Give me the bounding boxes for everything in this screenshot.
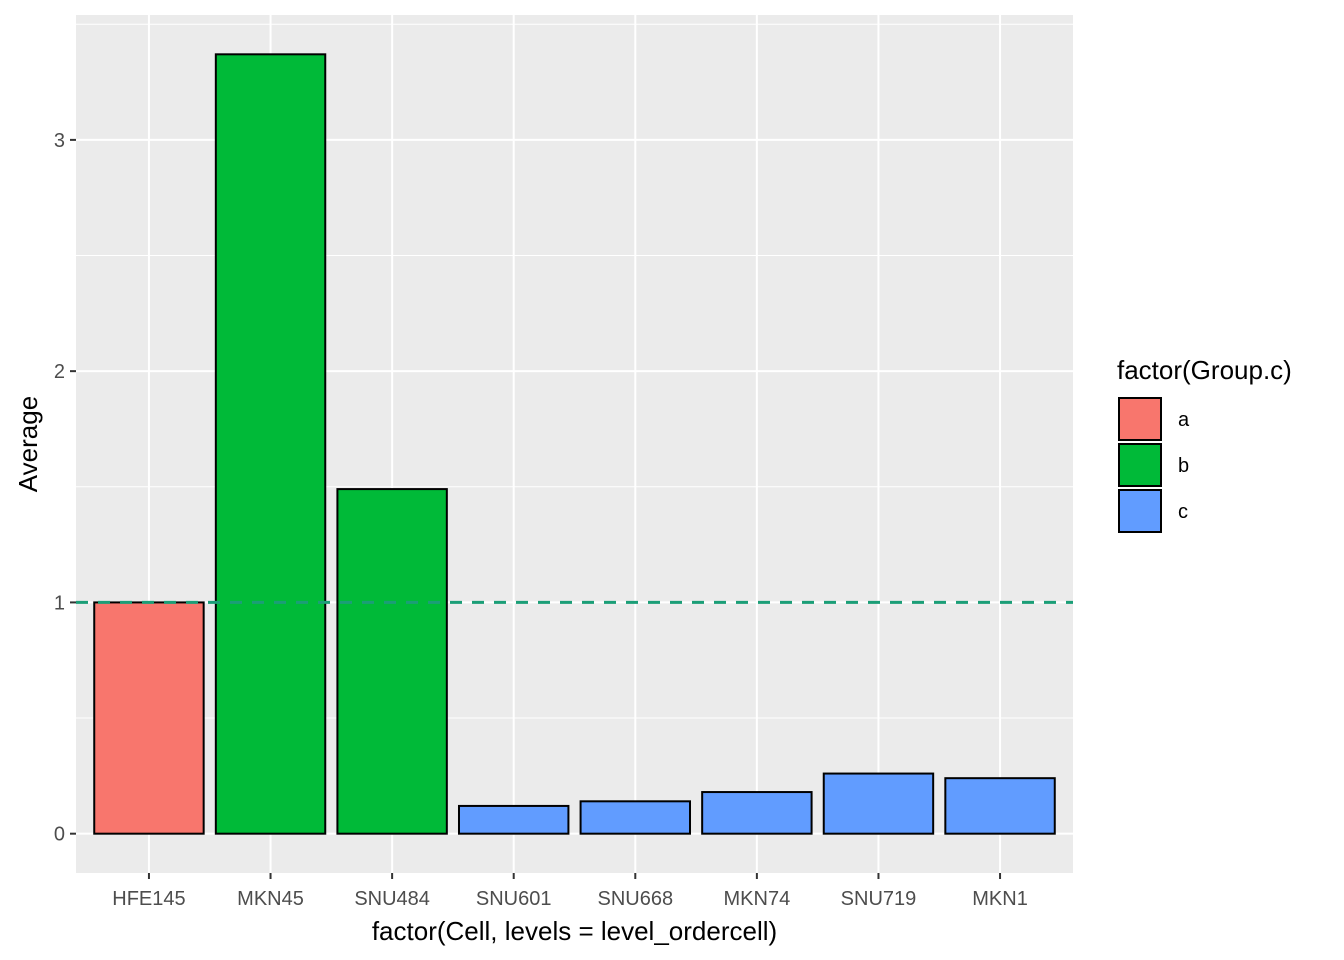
bar-snu601 — [457, 804, 570, 835]
bar-snu719 — [822, 772, 935, 835]
x-tick-label: MKN1 — [972, 888, 1028, 910]
y-tick-label: 0 — [54, 824, 65, 846]
legend: factor(Group.c) a b c — [1117, 355, 1292, 533]
bar-mkn1 — [944, 777, 1056, 835]
legend-label-a: a — [1178, 409, 1190, 431]
y-axis-title: Average — [13, 396, 43, 492]
x-tick-label: MKN74 — [724, 888, 791, 910]
legend-key-a — [1118, 397, 1162, 441]
y-tick-label: 2 — [54, 361, 65, 383]
x-tick-label: SNU719 — [841, 888, 917, 910]
x-tick-label: SNU601 — [476, 888, 552, 910]
legend-label-c: c — [1178, 501, 1188, 523]
y-tick-label: 3 — [54, 130, 65, 152]
legend-label-b: b — [1178, 455, 1189, 477]
y-tick-label: 1 — [54, 592, 65, 614]
bar-hfe145 — [93, 601, 205, 835]
legend-title: factor(Group.c) — [1117, 355, 1292, 385]
x-axis: HFE145 MKN45 SNU484 SNU601 SNU668 MKN74 SNU719… — [112, 873, 1028, 910]
legend-items: a b c — [1118, 397, 1190, 533]
x-tick-label: SNU668 — [597, 888, 673, 910]
bar-mkn74 — [701, 791, 813, 835]
legend-key-b — [1118, 443, 1162, 487]
bar-mkn45 — [214, 53, 327, 835]
x-tick-label: SNU484 — [354, 888, 430, 910]
y-axis: 0 1 2 3 — [54, 130, 76, 846]
legend-key-c — [1118, 489, 1162, 533]
bar-snu484 — [336, 488, 448, 835]
x-tick-label: MKN45 — [237, 888, 304, 910]
x-axis-title: factor(Cell, levels = level_ordercell) — [372, 916, 777, 946]
bar-snu668 — [579, 800, 692, 835]
x-tick-label: HFE145 — [112, 888, 185, 910]
